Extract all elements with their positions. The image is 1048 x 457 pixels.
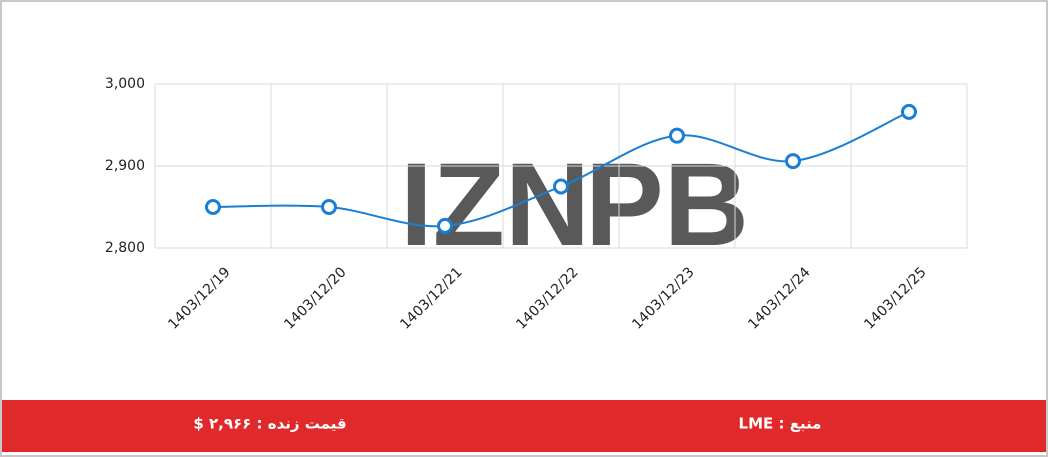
point [669, 127, 685, 144]
y-tick-label: 2,800 [105, 240, 145, 256]
source: منبع : LME [739, 415, 822, 433]
y-tick-label: 2,900 [105, 158, 145, 174]
watermark: IZN [400, 139, 590, 271]
watermark: PB [585, 139, 749, 271]
y-tick-label: 3,000 [105, 76, 145, 92]
point [437, 217, 453, 234]
point [901, 103, 917, 120]
point [321, 199, 337, 215]
live-price: قیمت زنده : ۲,۹۶۶ $ [193, 415, 346, 433]
footer-bar [2, 400, 1046, 452]
point [553, 178, 569, 195]
point [205, 199, 221, 215]
point [785, 153, 801, 170]
